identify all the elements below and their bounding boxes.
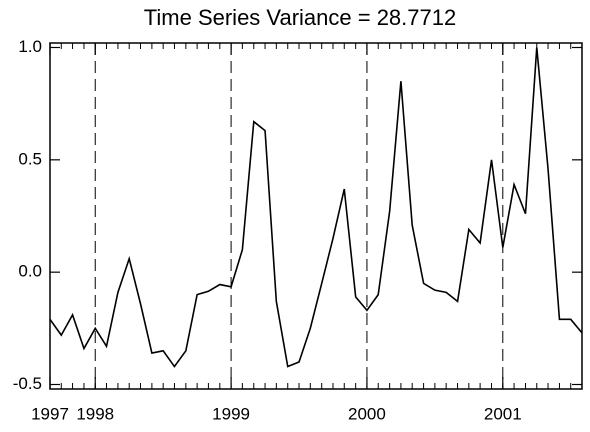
data-line	[49, 47, 583, 368]
y-tick-label: -0.5	[13, 374, 42, 393]
x-tick-label: 1997	[31, 404, 69, 423]
y-tick-label: 0.5	[18, 149, 42, 168]
x-tick-label: 2000	[348, 404, 386, 423]
x-tick-label: 1999	[212, 404, 250, 423]
y-tick-label: 1.0	[18, 37, 42, 56]
y-tick-label: 0.0	[18, 262, 42, 281]
x-tick-label: 1998	[76, 404, 114, 423]
plot-frame	[49, 42, 583, 390]
x-tick-label: 2001	[484, 404, 522, 423]
chart-title: Time Series Variance = 28.7712	[144, 5, 456, 30]
